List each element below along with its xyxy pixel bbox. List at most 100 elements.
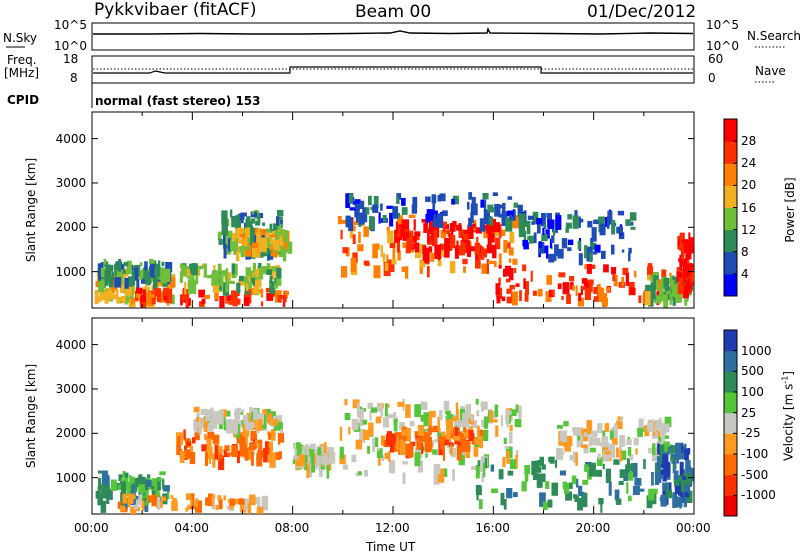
data-cell — [247, 275, 251, 282]
data-cell — [455, 402, 459, 415]
data-cell — [231, 263, 236, 278]
data-cell — [238, 227, 243, 234]
data-cell — [228, 238, 232, 252]
data-cell — [385, 403, 388, 417]
data-cell — [138, 474, 143, 479]
data-cell — [503, 498, 507, 510]
data-cell — [475, 484, 482, 495]
data-cell — [557, 283, 562, 290]
data-cell — [228, 280, 235, 284]
data-cell — [498, 277, 501, 287]
data-cell — [622, 267, 629, 275]
data-cell — [509, 417, 513, 422]
data-cell — [203, 417, 208, 433]
data-cell — [456, 224, 462, 231]
x-tick-label: 16:00 — [475, 521, 510, 535]
data-cell — [351, 419, 358, 429]
data-cell — [375, 416, 382, 424]
data-cell — [439, 410, 443, 421]
data-cell — [246, 282, 249, 291]
data-cell — [644, 291, 651, 306]
data-cell — [602, 463, 605, 470]
data-cell — [482, 193, 489, 200]
data-cell — [247, 235, 250, 243]
data-cell — [476, 410, 480, 417]
data-cell — [532, 211, 539, 225]
data-cell — [471, 437, 477, 444]
data-cell — [156, 477, 161, 491]
data-cell — [256, 419, 263, 431]
data-cell — [415, 447, 420, 453]
data-cell — [679, 496, 682, 509]
data-cell — [184, 449, 190, 459]
data-cell — [430, 253, 435, 262]
data-cell — [458, 229, 465, 238]
data-cell — [356, 402, 360, 417]
data-cell — [232, 294, 238, 307]
data-cell — [177, 436, 181, 450]
data-cell — [120, 481, 126, 495]
data-cell — [509, 231, 515, 244]
data-cell — [365, 207, 370, 215]
data-cell — [411, 441, 416, 447]
data-cell — [120, 296, 126, 302]
data-cell — [260, 239, 267, 249]
data-cell — [372, 438, 376, 452]
y-tick-label: 1000 — [55, 264, 87, 279]
data-cell — [473, 445, 479, 457]
data-cell — [218, 498, 223, 510]
data-cell — [468, 192, 473, 200]
data-cell — [114, 266, 119, 270]
data-cell — [362, 207, 368, 223]
data-cell — [246, 216, 251, 221]
data-cell — [584, 245, 588, 259]
data-cell — [143, 266, 146, 280]
data-cell — [554, 459, 558, 468]
data-cell — [449, 223, 456, 232]
data-cell — [527, 215, 534, 220]
data-cell — [551, 482, 559, 496]
data-cell — [449, 261, 456, 274]
data-cell — [397, 401, 405, 407]
data-cell — [282, 246, 287, 262]
data-cell — [471, 466, 478, 470]
colorbar-tick-label: 25 — [741, 405, 757, 420]
data-cell — [650, 275, 656, 290]
data-cell — [416, 437, 422, 450]
data-cell — [244, 424, 249, 428]
data-cell — [223, 220, 227, 227]
data-cell — [420, 401, 428, 411]
data-cell — [489, 410, 493, 422]
data-cell — [424, 432, 431, 440]
data-cell — [192, 437, 196, 444]
data-cell — [322, 458, 329, 466]
data-cell — [127, 495, 134, 504]
data-cell — [268, 432, 274, 440]
data-cell — [684, 473, 692, 485]
freq-strip-frame — [91, 55, 695, 84]
data-cell — [126, 296, 131, 303]
data-cell — [402, 231, 410, 241]
data-cell — [586, 420, 593, 434]
data-cell — [223, 233, 226, 244]
data-cell — [654, 279, 659, 290]
data-cell — [628, 247, 632, 254]
data-cell — [111, 271, 114, 280]
data-cell — [185, 295, 190, 308]
data-cell — [538, 241, 542, 249]
colorbar-segment — [724, 251, 737, 275]
data-cell — [427, 235, 433, 245]
data-cell — [436, 213, 444, 228]
data-cell — [414, 431, 419, 436]
data-cell — [629, 212, 637, 221]
data-cell — [475, 398, 479, 405]
data-cell — [293, 442, 296, 450]
data-cell — [252, 242, 259, 249]
data-cell — [217, 410, 224, 425]
data-cell — [612, 274, 616, 281]
y-tick-label: 3000 — [55, 381, 87, 396]
data-cell — [257, 267, 264, 280]
data-cell — [401, 266, 406, 272]
data-cell — [432, 425, 440, 433]
